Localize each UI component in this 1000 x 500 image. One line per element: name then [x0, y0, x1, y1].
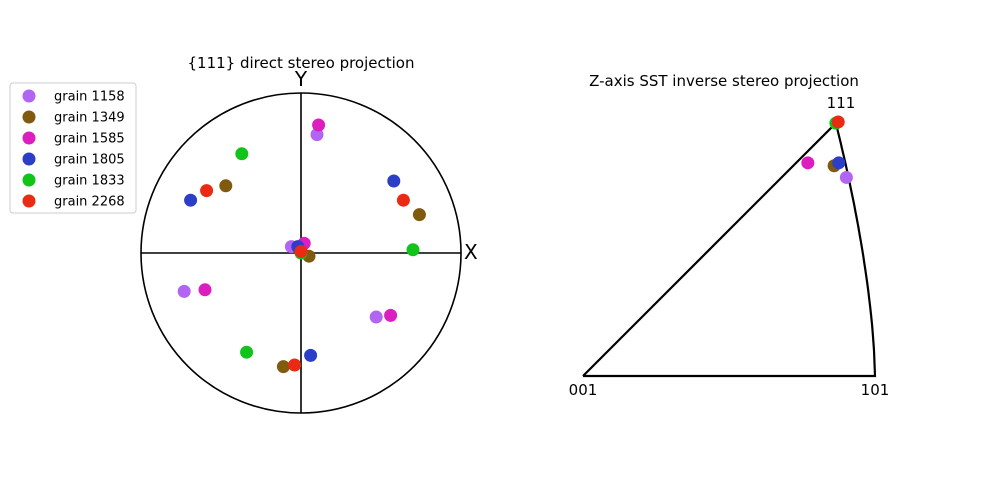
- legend-label-grain-1349: grain 1349: [54, 111, 125, 126]
- legend-label-grain-1833: grain 1833: [54, 174, 125, 189]
- right-points: [801, 115, 853, 184]
- point-grain-1585-0: [312, 118, 326, 132]
- legend-frame: [9, 82, 137, 214]
- point-grain-2268-0: [200, 184, 214, 198]
- sst-triangle-outline: [582, 120, 877, 378]
- corner-label-111: 111: [827, 94, 856, 112]
- left-points: [177, 118, 426, 374]
- left-chart-title: {111} direct stereo projection: [188, 54, 415, 72]
- point-grain-1805-3: [304, 348, 318, 362]
- point-grain-1349-3: [276, 360, 290, 374]
- legend-label-grain-2268: grain 2268: [54, 195, 125, 210]
- point-grain-2268-2: [294, 244, 308, 258]
- legend-marker-grain-1585: [22, 131, 36, 145]
- point-grain-1349-0: [219, 179, 233, 193]
- sst-point-grain-1805: [832, 156, 846, 170]
- point-grain-1158-0: [310, 128, 324, 142]
- point-grain-1585-2: [198, 283, 212, 297]
- point-grain-1158-3: [369, 310, 383, 324]
- legend-label-grain-1805: grain 1805: [54, 153, 125, 168]
- legend-label-grain-1158: grain 1158: [54, 90, 125, 105]
- point-grain-2268-1: [396, 193, 410, 207]
- x-axis-label: X: [464, 240, 478, 264]
- corner-label-101: 101: [861, 381, 890, 399]
- point-grain-1158-2: [177, 284, 191, 298]
- legend: grain 1158 grain 1349 grain 1585 grain 1805…: [9, 82, 137, 214]
- right-chart-title: Z-axis SST inverse stereo projection: [589, 72, 859, 90]
- point-grain-1585-3: [384, 308, 398, 322]
- sst-point-grain-1158: [839, 170, 853, 184]
- legend-marker-grain-1833: [22, 173, 36, 187]
- sst-point-grain-1585: [801, 156, 815, 170]
- legend-marker-grain-1805: [22, 152, 36, 166]
- corner-label-001: 001: [569, 381, 598, 399]
- point-grain-1833-1: [406, 243, 420, 257]
- point-grain-1833-3: [240, 345, 254, 359]
- legend-marker-grain-1158: [22, 89, 36, 103]
- point-grain-1805-1: [387, 174, 401, 188]
- point-grain-1805-0: [184, 193, 198, 207]
- legend-label-grain-1585: grain 1585: [54, 132, 125, 147]
- legend-marker-grain-1349: [22, 110, 36, 124]
- sst-point-grain-2268: [831, 115, 845, 129]
- legend-marker-grain-2268: [22, 194, 36, 208]
- direct-stereo-chart: {111} direct stereo projection X Y: [140, 54, 478, 414]
- sst-chart: Z-axis SST inverse stereo projection 001…: [569, 72, 890, 399]
- y-axis-label: Y: [294, 67, 308, 91]
- point-grain-1833-0: [235, 147, 249, 161]
- point-grain-2268-3: [288, 358, 302, 372]
- point-grain-1349-1: [412, 208, 426, 222]
